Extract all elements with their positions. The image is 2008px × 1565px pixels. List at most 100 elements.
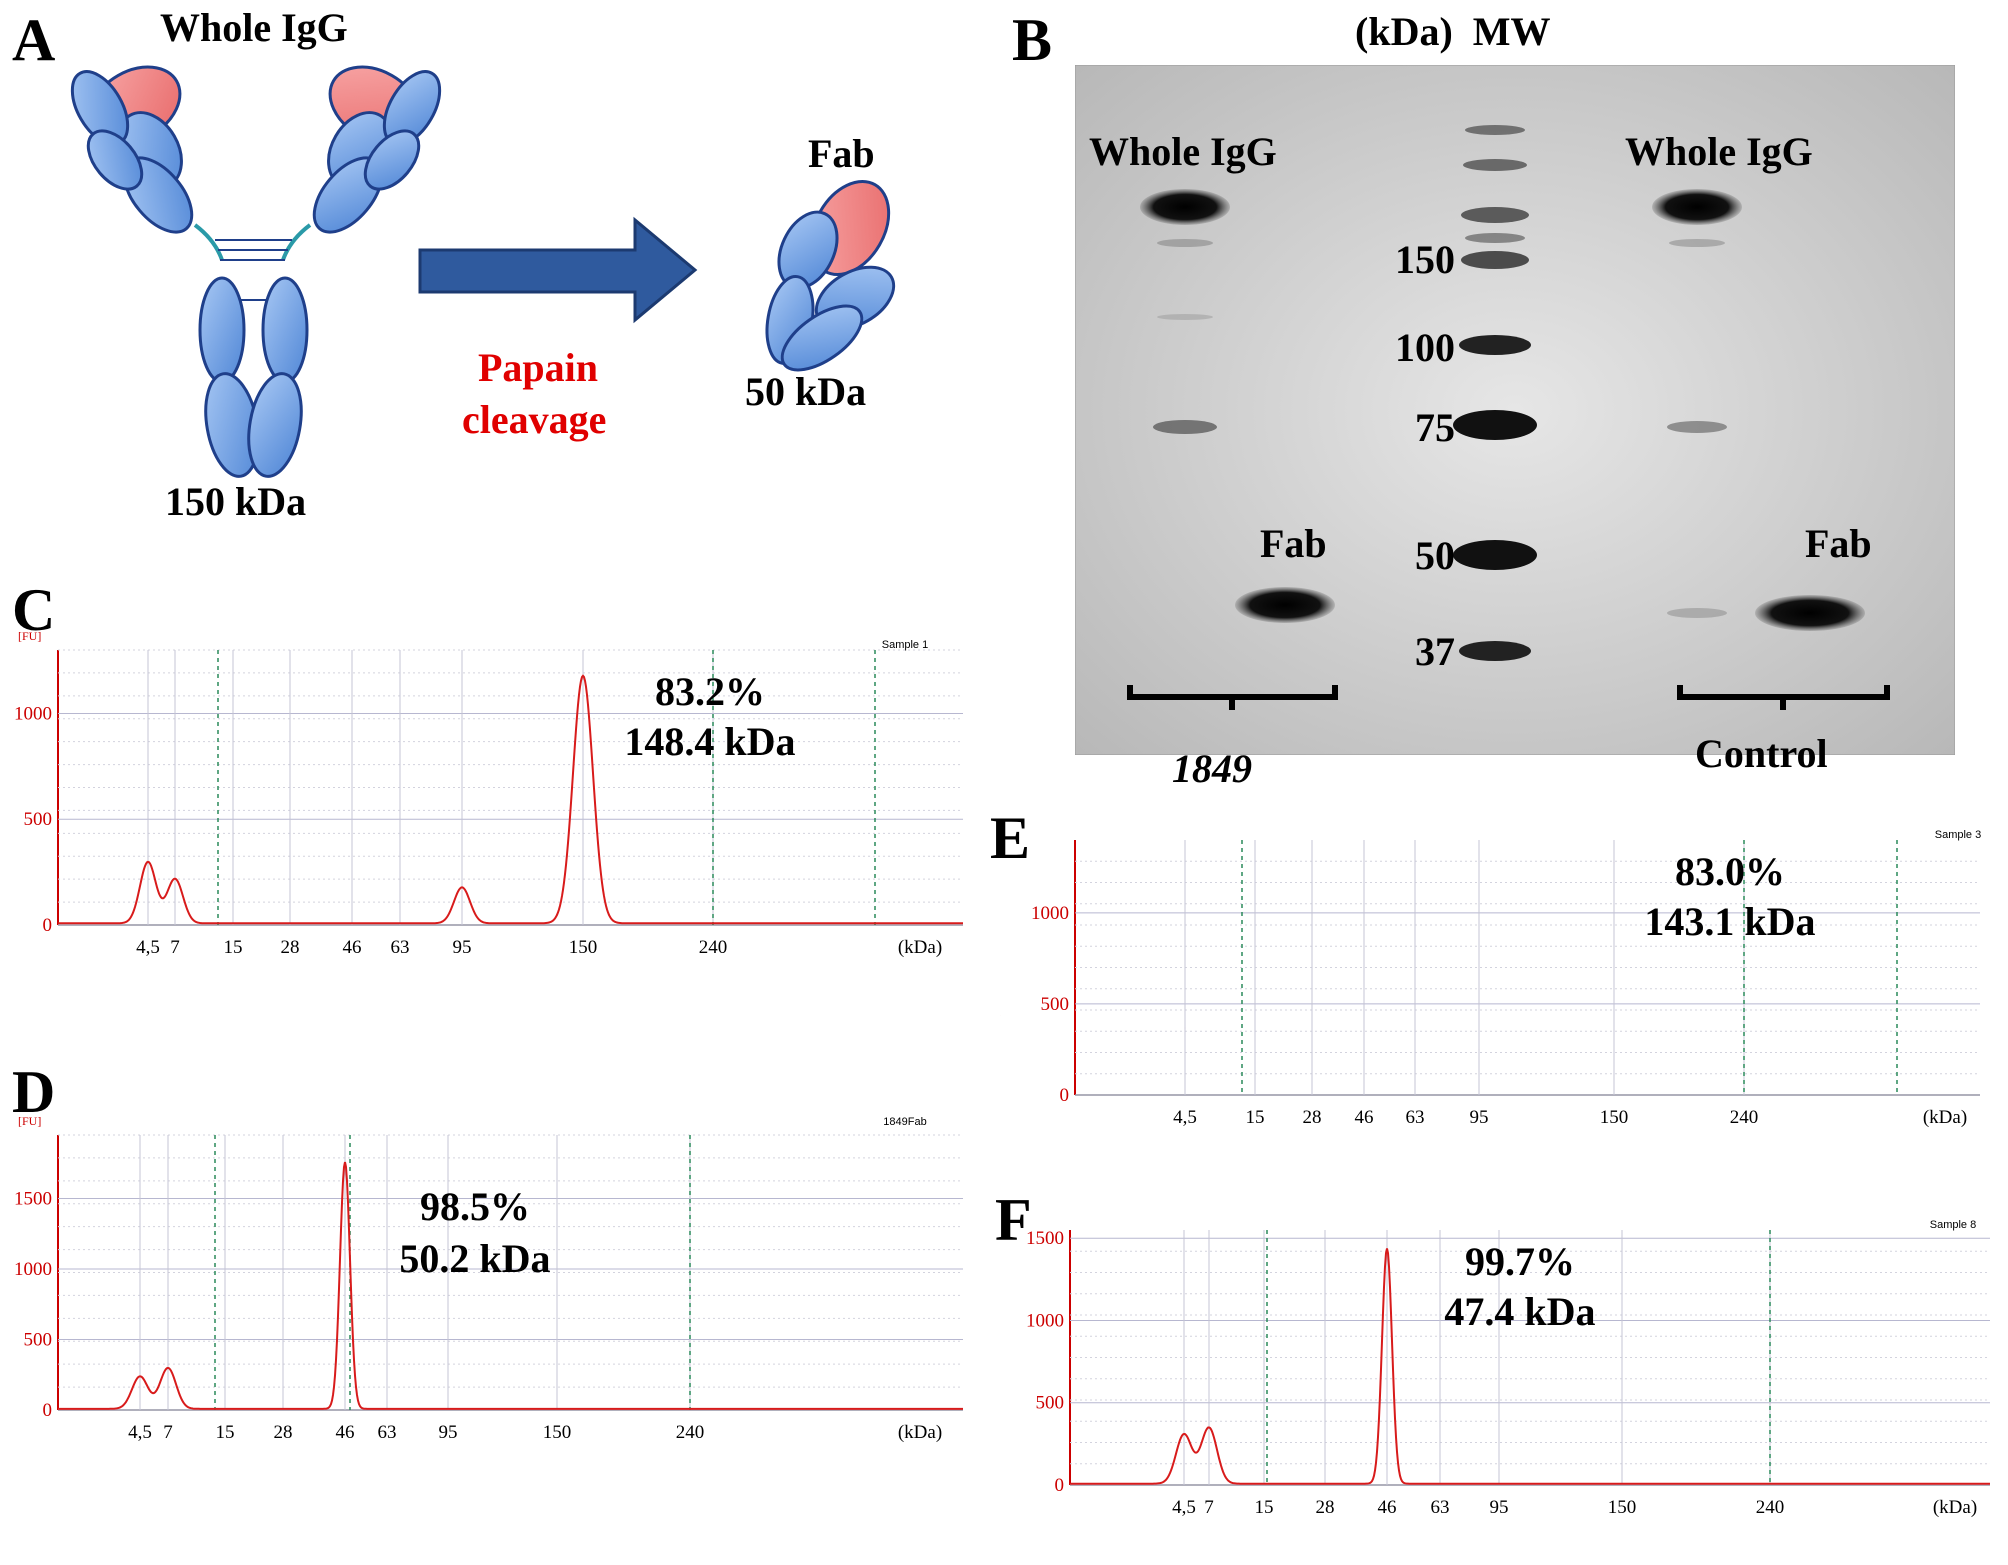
y-tick-label: 500	[24, 1329, 53, 1350]
purity-annotation: 98.5%	[420, 1184, 530, 1229]
x-tick-label: 46	[343, 937, 362, 958]
x-tick-label: 7	[170, 937, 180, 958]
panel-label-c: C	[12, 577, 56, 643]
x-unit-label: (kDa)	[898, 1422, 942, 1443]
sample-label: Sample 1	[882, 639, 928, 651]
x-tick-label: 63	[378, 1422, 397, 1443]
fab-title: Fab	[808, 131, 875, 176]
gel-right-fab: Fab	[1805, 521, 1872, 566]
gel-right-whole-igg: Whole IgG	[1625, 129, 1813, 174]
y-tick-label: 0	[1060, 1085, 1070, 1106]
x-tick-label: 7	[163, 1422, 173, 1443]
y-tick-label: 0	[43, 1400, 53, 1421]
sample-label: Sample 8	[1930, 1219, 1976, 1231]
x-tick-label: 240	[699, 937, 728, 958]
x-tick-label: 28	[1303, 1107, 1322, 1128]
whole-igg-molecule	[70, 65, 442, 478]
x-unit-label: (kDa)	[898, 937, 942, 958]
x-tick-label: 4,5	[128, 1422, 152, 1443]
panel-label-a: A	[12, 7, 56, 73]
band-right-whole-igg	[1652, 189, 1742, 225]
x-tick-label: 95	[439, 1422, 458, 1443]
gel-left-fab: Fab	[1260, 521, 1327, 566]
sample-label: 1849Fab	[883, 1116, 926, 1128]
x-unit-label: (kDa)	[1923, 1107, 1967, 1128]
y-unit-label: [FU]	[18, 1115, 41, 1128]
x-tick-label: 7	[1204, 1497, 1214, 1518]
electropherogram-e: 0 500 1000 4,5 15 28 46 63 95 150 240 (kDa) Sample 3…	[1000, 800, 1981, 1128]
sample-label: Sample 3	[1935, 829, 1981, 841]
y-tick-label: 0	[43, 915, 53, 936]
y-tick-label: 500	[1041, 994, 1070, 1015]
band-left-fab	[1235, 587, 1335, 623]
y-tick-label: 1000	[1031, 903, 1069, 924]
gel-header: (kDa) MW	[1355, 9, 1551, 54]
panel-label-e: E	[990, 805, 1031, 871]
trace-line	[1070, 1248, 1990, 1485]
x-tick-label: 28	[1316, 1497, 1335, 1518]
x-tick-label: 15	[1255, 1497, 1274, 1518]
igg-diagram	[70, 65, 896, 478]
sds-page-gel: Whole IgG Whole IgG Fab Fab 150 100 75 5…	[1075, 65, 1955, 755]
gel-left-whole-igg: Whole IgG	[1089, 129, 1277, 174]
whole-igg-title: Whole IgG	[160, 5, 348, 50]
igg-mass-label: 150 kDa	[165, 479, 307, 524]
mw-ladder	[1453, 125, 1537, 661]
marker-75: 75	[1415, 405, 1455, 450]
cleavage-arrow	[418, 216, 698, 324]
x-tick-label: 46	[1378, 1497, 1397, 1518]
x-tick-label: 15	[216, 1422, 235, 1443]
purity-annotation: 83.0%	[1675, 849, 1785, 894]
y-tick-label: 0	[1055, 1475, 1065, 1496]
mass-annotation: 143.1 kDa	[1644, 899, 1815, 944]
panel-label-b: B	[1012, 7, 1053, 73]
x-tick-label: 150	[1600, 1107, 1629, 1128]
x-tick-label: 240	[1730, 1107, 1759, 1128]
fab-fragment	[765, 179, 896, 372]
y-tick-label: 1000	[14, 703, 52, 724]
y-unit-label: [FU]	[18, 630, 41, 643]
x-tick-label: 15	[224, 937, 243, 958]
papain-label: Papain	[478, 345, 599, 390]
y-tick-label: 1000	[1026, 1310, 1064, 1331]
x-unit-label: (kDa)	[1933, 1497, 1977, 1518]
cleavage-label: cleavage	[462, 397, 607, 442]
fab-mass-label: 50 kDa	[745, 369, 867, 414]
y-tick-label: 1500	[14, 1188, 52, 1209]
x-tick-label: 4,5	[136, 937, 160, 958]
x-tick-label: 46	[1355, 1107, 1374, 1128]
group-label-control: Control	[1695, 731, 1828, 776]
electropherogram-c: 0 500 1000 4,5 7 15 28 46 63 95 150 240 [FU] (kDa) Sam…	[14, 630, 963, 958]
x-tick-label: 95	[1490, 1497, 1509, 1518]
mass-annotation: 50.2 kDa	[399, 1236, 550, 1281]
purity-annotation: 83.2%	[655, 669, 765, 714]
x-tick-label: 28	[281, 937, 300, 958]
x-tick-label: 150	[543, 1422, 572, 1443]
x-tick-label: 15	[1246, 1107, 1265, 1128]
x-tick-label: 95	[453, 937, 472, 958]
y-tick-label: 500	[1036, 1393, 1065, 1414]
mass-annotation: 148.4 kDa	[624, 719, 795, 764]
x-tick-label: 95	[1470, 1107, 1489, 1128]
marker-50: 50	[1415, 533, 1455, 578]
y-tick-label: 500	[24, 809, 53, 830]
x-tick-label: 63	[1431, 1497, 1450, 1518]
trace-line	[58, 674, 963, 925]
bracket-control	[1677, 685, 1890, 710]
trace-line	[58, 1161, 963, 1410]
marker-37: 37	[1415, 629, 1455, 674]
marker-150: 150	[1395, 237, 1455, 282]
band-left-75	[1153, 420, 1217, 434]
x-tick-label: 240	[676, 1422, 705, 1443]
band-right-fab	[1755, 595, 1865, 631]
x-tick-label: 150	[1608, 1497, 1637, 1518]
x-tick-label: 240	[1756, 1497, 1785, 1518]
panel-label-d: D	[12, 1059, 56, 1125]
x-tick-label: 46	[336, 1422, 355, 1443]
x-tick-label: 150	[569, 937, 598, 958]
bracket-1849	[1127, 685, 1338, 710]
x-tick-label: 4,5	[1173, 1107, 1197, 1128]
y-tick-label: 1500	[1026, 1228, 1064, 1249]
band-left-whole-igg	[1140, 189, 1230, 225]
panel-label-f: F	[995, 1187, 1032, 1253]
